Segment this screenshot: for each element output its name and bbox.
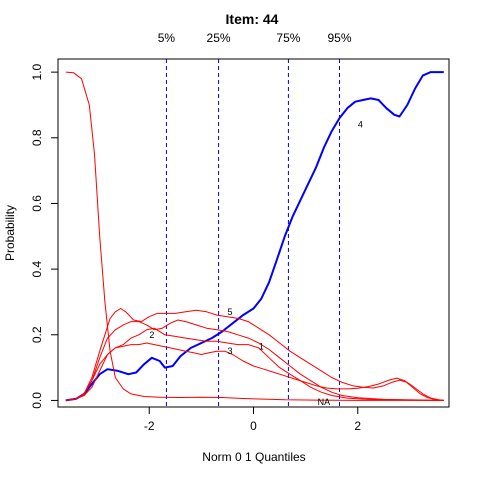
curve-4 (65, 71, 444, 402)
x-tick-label: -2 (144, 419, 155, 433)
curve-2 (65, 319, 444, 401)
y-axis-title: Probability (3, 205, 17, 261)
y-tick-label: 1.0 (30, 63, 44, 80)
curve-3 (65, 342, 444, 401)
x-tick-label: 0 (250, 419, 257, 433)
x-axis-title: Norm 0 1 Quantiles (202, 450, 305, 464)
probability-curves (65, 71, 444, 402)
curve-label-3: 3 (228, 346, 233, 356)
quantile-label: 75% (276, 31, 300, 45)
curve-label-NA: NA (318, 397, 331, 407)
curve-NA (65, 71, 444, 401)
chart-title: Item: 44 (226, 11, 279, 27)
quantile-lines: 5% 25% 75% 95% (158, 31, 352, 407)
quantile-label: 5% (158, 31, 176, 45)
curve-labels: 4 1 2 3 5 NA (149, 120, 363, 407)
curve-label-5: 5 (228, 307, 233, 317)
x-tick-label: 2 (354, 419, 361, 433)
curve-label-1: 1 (259, 341, 264, 351)
y-tick-label: 0.6 (30, 195, 44, 212)
quantile-label: 25% (207, 31, 231, 45)
y-tick-label: 0.4 (30, 260, 44, 277)
curve-label-2: 2 (149, 330, 154, 340)
y-tick-label: 0.0 (30, 392, 44, 409)
quantile-label: 95% (328, 31, 352, 45)
y-tick-label: 0.2 (30, 326, 44, 343)
axes: -2 0 2 0.0 0.2 0.4 0.6 0.8 1.0 (30, 63, 361, 433)
y-tick-label: 0.8 (30, 129, 44, 146)
curve-5 (65, 308, 444, 401)
curve-label-4: 4 (358, 120, 363, 130)
